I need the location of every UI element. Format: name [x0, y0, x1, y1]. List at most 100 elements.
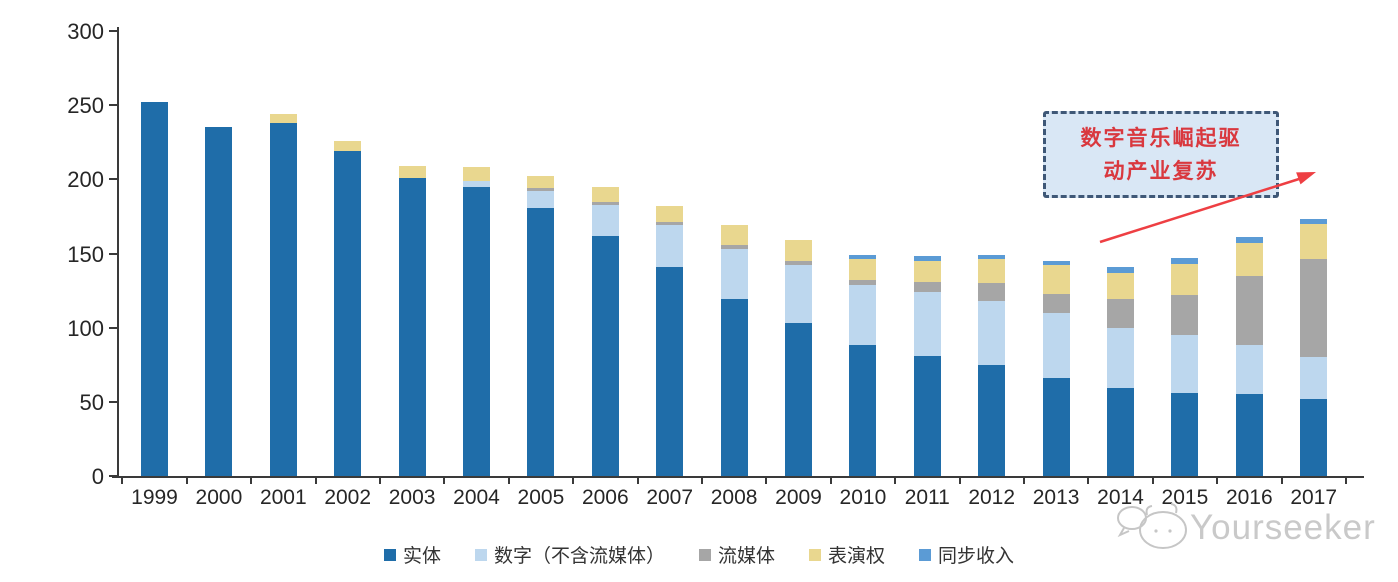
bar-segment-2009	[785, 240, 812, 261]
y-axis-tick-label: 50	[79, 389, 104, 415]
y-axis-tick	[109, 252, 117, 255]
y-axis-tick	[109, 30, 117, 32]
bar-segment-2007	[656, 222, 684, 226]
x-axis-tick	[636, 477, 639, 484]
bar-segment-2016	[1235, 345, 1263, 395]
bar-segment-2007	[656, 266, 684, 476]
bar-segment-2004	[463, 180, 490, 187]
bar-segment-2015	[1171, 335, 1199, 393]
x-axis-tick-label: 2016	[1225, 486, 1273, 509]
y-axis-tick	[109, 400, 117, 403]
bar-segment-2015	[1171, 295, 1199, 336]
bar-segment-2012	[978, 283, 1006, 301]
bar-segment-2002	[334, 140, 362, 152]
bar-segment-2016	[1235, 275, 1263, 346]
x-axis-tick-label: 2001	[259, 486, 307, 509]
y-axis-tick-label: 0	[91, 464, 104, 489]
bar-segment-2010	[849, 254, 877, 260]
y-axis-tick-label: 200	[67, 167, 104, 193]
watermark-text: Yourseeker	[1190, 508, 1376, 547]
bar-segment-2008	[720, 244, 748, 250]
legend-marker-icon	[698, 548, 711, 561]
x-axis-tick-label: 2002	[324, 486, 372, 509]
x-axis-tick-label: 2007	[646, 486, 694, 509]
bar-segment-2012	[978, 254, 1006, 260]
y-axis-tick	[109, 178, 117, 181]
x-axis-tick-label: 2010	[839, 486, 887, 509]
x-axis-tick	[1344, 477, 1347, 484]
legend-label: 表演权	[828, 546, 886, 567]
bar-segment-2003	[398, 177, 426, 476]
x-axis-tick	[700, 477, 703, 484]
x-axis-line	[112, 476, 1364, 478]
bar-segment-2011	[913, 281, 941, 293]
bar-segment-2013	[1042, 260, 1070, 266]
bar-segment-2004	[463, 186, 490, 476]
bar-segment-2008	[720, 249, 748, 300]
x-axis-tick	[314, 477, 317, 484]
bar-segment-2013	[1042, 293, 1070, 313]
x-axis-tick	[958, 477, 961, 484]
x-axis-tick	[1022, 477, 1025, 484]
legend-item: 实体	[383, 541, 441, 568]
bar-segment-2006	[591, 201, 619, 205]
bar-segment-1999	[141, 102, 168, 476]
x-axis-tick	[829, 477, 832, 484]
x-axis-tick-label: 2017	[1290, 486, 1338, 509]
bar-segment-2001	[269, 122, 297, 476]
bar-segment-2011	[913, 260, 941, 282]
bar-segment-2016	[1235, 237, 1263, 244]
x-axis-tick-label: 2006	[581, 486, 629, 509]
bar-segment-2006	[591, 186, 619, 202]
bar-segment-2010	[849, 259, 877, 281]
x-axis-tick-label: 2013	[1032, 486, 1080, 509]
x-axis-tick	[378, 477, 381, 484]
legend-item: 表演权	[809, 541, 885, 568]
bar-segment-2005	[527, 188, 555, 192]
bar-segment-2011	[913, 292, 941, 356]
bar-segment-2011	[913, 355, 941, 476]
bar-segment-2002	[334, 151, 362, 476]
y-axis-line	[117, 27, 119, 478]
bar-segment-2012	[978, 259, 1006, 284]
x-axis-tick	[1151, 477, 1154, 484]
bar-segment-2013	[1042, 378, 1070, 476]
bar-segment-2011	[913, 256, 941, 261]
y-axis-tick	[109, 475, 117, 477]
bar-segment-2016	[1235, 243, 1263, 276]
legend-item: 流媒体	[698, 541, 775, 568]
bar-segment-2014	[1107, 266, 1134, 273]
y-axis-tick	[109, 326, 117, 329]
bar-segment-2008	[720, 299, 748, 476]
bar-segment-2014	[1107, 388, 1134, 476]
x-axis-tick	[250, 477, 253, 484]
bar-segment-2009	[785, 265, 812, 324]
bar-segment-2014	[1107, 327, 1134, 389]
bar-segment-2013	[1042, 265, 1070, 294]
y-axis-tick-label: 250	[67, 93, 104, 119]
x-axis-tick	[894, 477, 897, 484]
bar-segment-2015	[1171, 263, 1199, 296]
x-axis-tick-label: 2012	[968, 486, 1016, 509]
bar-segment-2017	[1300, 357, 1328, 399]
y-axis-tick-label: 150	[67, 241, 104, 267]
x-axis-tick	[185, 477, 188, 484]
x-axis-tick	[572, 477, 575, 484]
legend-label: 实体	[402, 546, 441, 567]
x-axis-tick-label: 2011	[904, 486, 950, 509]
y-axis-tick-label: 300	[67, 19, 104, 44]
bar-segment-2015	[1171, 257, 1199, 264]
x-axis-tick	[1280, 477, 1283, 484]
bar-segment-2006	[591, 235, 619, 476]
x-axis-tick-label: 2009	[775, 486, 822, 509]
bar-segment-2005	[527, 176, 555, 189]
bar-segment-2000	[205, 127, 233, 476]
legend-marker-icon	[383, 548, 396, 561]
bar-segment-2007	[656, 225, 684, 267]
annotation-line2: 动产业复苏	[1103, 159, 1219, 183]
bar-segment-2017	[1300, 223, 1328, 260]
bar-segment-2010	[849, 280, 877, 285]
bar-segment-2007	[656, 206, 684, 223]
bar-segment-2010	[849, 345, 877, 476]
bar-segment-2001	[269, 114, 297, 123]
